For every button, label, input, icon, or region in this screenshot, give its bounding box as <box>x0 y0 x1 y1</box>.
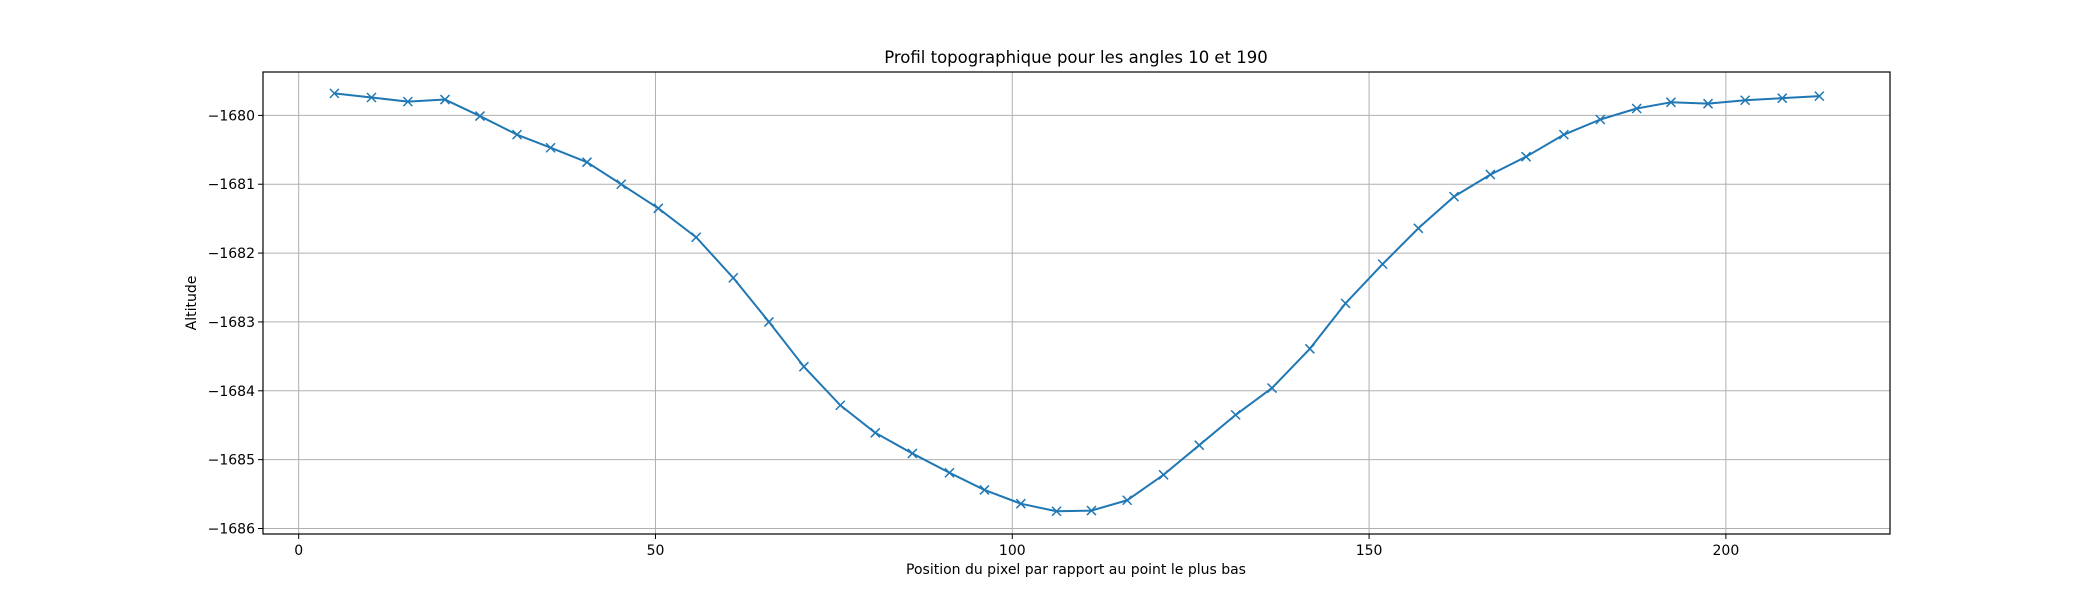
x-tick-label: 0 <box>294 543 303 559</box>
data-point-marker <box>870 427 881 438</box>
data-point-marker <box>474 111 485 122</box>
data-point-marker <box>1558 129 1569 140</box>
data-point-marker <box>1194 440 1205 451</box>
data-point-marker <box>944 467 955 478</box>
y-tick-label: −1683 <box>208 315 255 331</box>
x-tick-label: 150 <box>1356 543 1383 559</box>
data-point-marker <box>1377 259 1388 270</box>
data-point-marker <box>1521 151 1532 162</box>
data-point-marker <box>1631 103 1642 114</box>
y-tick-label: −1686 <box>208 521 255 537</box>
data-point-marker <box>1230 409 1241 420</box>
x-tick-label: 50 <box>647 543 665 559</box>
data-point-marker <box>1448 191 1460 202</box>
data-point-marker <box>728 272 739 283</box>
data-point-marker <box>1703 98 1714 109</box>
data-point-marker <box>1304 343 1315 354</box>
data-point-marker <box>1266 383 1278 394</box>
data-point-marker <box>653 203 664 214</box>
y-axis-label: Altitude <box>184 276 200 331</box>
data-series <box>329 88 1825 517</box>
axis-ticks: 0 50 100 150 200 −1680 −1681 −1682 −1683 −1684 −16… <box>208 108 1740 559</box>
x-tick-label: 100 <box>999 543 1026 559</box>
x-axis-label: Position du pixel par rapport au point l… <box>906 562 1246 578</box>
data-point-marker <box>402 96 413 107</box>
data-point-marker <box>1665 97 1676 108</box>
data-point-marker <box>1051 506 1062 517</box>
plot-area-frame <box>262 71 1891 535</box>
data-point-marker <box>1340 298 1351 309</box>
data-point-marker <box>1158 469 1169 480</box>
data-point-marker <box>545 142 556 153</box>
y-tick-label: −1680 <box>208 108 255 124</box>
data-point-marker <box>512 129 523 140</box>
x-tick-label: 200 <box>1713 543 1740 559</box>
data-point-marker <box>1740 95 1751 106</box>
data-point-marker <box>1595 114 1606 125</box>
data-point-marker <box>329 88 340 99</box>
data-point-marker <box>616 179 627 190</box>
data-point-marker <box>1086 505 1097 516</box>
data-point-marker <box>835 400 846 411</box>
data-point-marker <box>907 448 918 459</box>
data-point-marker <box>366 92 377 103</box>
y-tick-label: −1685 <box>208 453 255 469</box>
chart-title: Profil topographique pour les angles 10 … <box>884 48 1268 67</box>
y-tick-label: −1684 <box>208 384 255 400</box>
y-tick-label: −1682 <box>208 246 255 262</box>
series-line <box>334 92 1820 513</box>
data-point-marker <box>1015 498 1026 509</box>
grid-lines <box>263 72 1890 534</box>
data-point-marker <box>798 361 809 372</box>
data-point-marker <box>1122 495 1133 506</box>
data-point-marker <box>763 316 774 327</box>
data-point-marker <box>691 232 702 243</box>
data-point-marker <box>439 94 450 105</box>
data-point-marker <box>1814 91 1825 102</box>
data-point-marker <box>1777 93 1788 104</box>
data-point-marker <box>1485 169 1496 180</box>
data-point-marker <box>581 157 593 168</box>
data-point-marker <box>1413 223 1424 234</box>
y-tick-label: −1681 <box>208 177 255 193</box>
data-point-marker <box>979 484 990 495</box>
